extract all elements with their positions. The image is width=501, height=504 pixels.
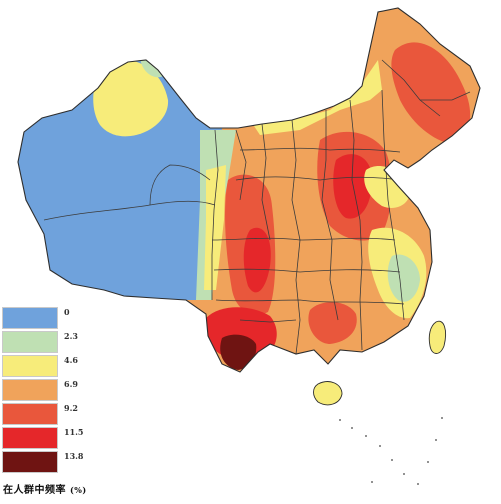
legend-row-5: 11.5 <box>2 427 132 451</box>
legend-label-2: 4.6 <box>64 355 78 365</box>
legend-swatch-1 <box>2 331 58 353</box>
legend-label-3: 6.9 <box>64 379 78 389</box>
legend-row-4: 9.2 <box>2 403 132 427</box>
legend-row-1: 2.3 <box>2 331 132 355</box>
legend-swatch-2 <box>2 355 58 377</box>
legend-row-6: 13.8 <box>2 451 132 475</box>
taiwan-island <box>428 320 447 354</box>
legend-label-1: 2.3 <box>64 331 78 341</box>
legend-caption-text: 在人群中频率 <box>3 485 66 496</box>
legend-row-2: 4.6 <box>2 355 132 379</box>
legend-label-6: 13.8 <box>64 451 84 461</box>
legend-row-3: 6.9 <box>2 379 132 403</box>
legend-label-0: 0 <box>64 307 70 317</box>
legend-label-5: 11.5 <box>64 427 84 437</box>
legend-swatch-6 <box>2 451 58 473</box>
frequency-legend: 0 2.3 4.6 6.9 9.2 11.5 13.8 <box>2 307 132 475</box>
legend-caption: 在人群中频率 (%) <box>3 481 87 496</box>
hainan-island <box>313 381 343 406</box>
legend-unit: (%) <box>70 485 87 495</box>
legend-label-4: 9.2 <box>64 403 78 413</box>
legend-row-0: 0 <box>2 307 132 331</box>
province-borders <box>43 59 471 355</box>
country-outline <box>17 7 481 373</box>
south-sea-islands <box>339 417 443 485</box>
legend-swatch-4 <box>2 403 58 425</box>
legend-swatch-0 <box>2 307 58 329</box>
legend-swatch-5 <box>2 427 58 449</box>
legend-swatch-3 <box>2 379 58 401</box>
